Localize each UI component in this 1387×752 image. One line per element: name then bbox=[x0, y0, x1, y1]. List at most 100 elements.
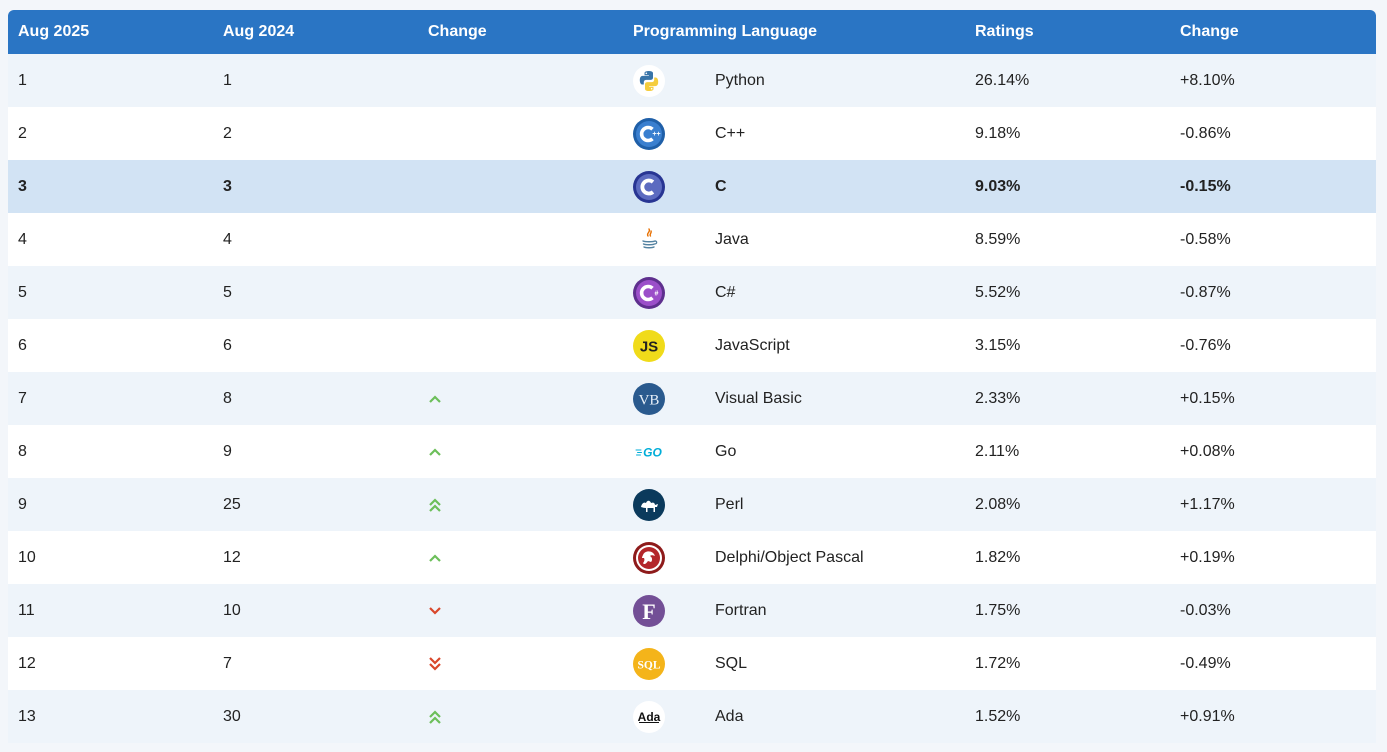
column-header-aug-2024[interactable]: Aug 2024 bbox=[213, 10, 418, 54]
rank-previous: 5 bbox=[213, 266, 418, 319]
c-logo-icon bbox=[633, 170, 665, 203]
trend-double-up-icon bbox=[428, 497, 623, 513]
rating-value: 3.15% bbox=[965, 319, 1170, 372]
rank-current: 5 bbox=[8, 266, 213, 319]
table-row[interactable]: 13 30 Ada Ada 1.52% +0.91% bbox=[8, 690, 1376, 743]
rating-change-value: +0.91% bbox=[1170, 690, 1376, 743]
language-name: Python bbox=[705, 54, 965, 107]
trend-up-icon bbox=[428, 553, 623, 563]
rank-current: 11 bbox=[8, 584, 213, 637]
rank-current: 3 bbox=[8, 160, 213, 213]
rank-previous: 6 bbox=[213, 319, 418, 372]
rating-value: 2.08% bbox=[965, 478, 1170, 531]
language-name: SQL bbox=[705, 637, 965, 690]
fortran-logo-icon: F bbox=[633, 594, 665, 627]
table-row[interactable]: 4 4 Java 8.59% -0.58% bbox=[8, 213, 1376, 266]
table-row[interactable]: 1 1 Python 26.14% +8.10% bbox=[8, 54, 1376, 107]
svg-text:SQL: SQL bbox=[637, 659, 660, 671]
table-row[interactable]: 3 3 C 9.03% -0.15% bbox=[8, 160, 1376, 213]
rank-previous: 3 bbox=[213, 160, 418, 213]
table-row[interactable]: 8 9 GO Go 2.11% +0.08% bbox=[8, 425, 1376, 478]
rank-change-cell bbox=[418, 319, 623, 372]
rank-current: 8 bbox=[8, 425, 213, 478]
table-row[interactable]: 2 2 ++ C++ 9.18% -0.86% bbox=[8, 107, 1376, 160]
rank-change-cell bbox=[418, 372, 623, 425]
cpp-logo-icon: ++ bbox=[633, 117, 665, 150]
rank-change-cell bbox=[418, 478, 623, 531]
rating-value: 2.11% bbox=[965, 425, 1170, 478]
language-logo-cell: Ada bbox=[623, 690, 705, 743]
rank-current: 7 bbox=[8, 372, 213, 425]
rating-value: 9.03% bbox=[965, 160, 1170, 213]
csharp-logo-icon: # bbox=[633, 276, 665, 309]
rating-change-value: -0.03% bbox=[1170, 584, 1376, 637]
table-row[interactable]: 11 10 F Fortran 1.75% -0.03% bbox=[8, 584, 1376, 637]
perl-logo-icon bbox=[633, 488, 665, 521]
rating-value: 1.75% bbox=[965, 584, 1170, 637]
rank-previous: 12 bbox=[213, 531, 418, 584]
rating-value: 2.33% bbox=[965, 372, 1170, 425]
language-name: C# bbox=[705, 266, 965, 319]
language-name: Fortran bbox=[705, 584, 965, 637]
language-logo-cell: GO bbox=[623, 425, 705, 478]
rank-current: 12 bbox=[8, 637, 213, 690]
column-header-programming-language[interactable]: Programming Language bbox=[623, 10, 965, 54]
rating-value: 1.72% bbox=[965, 637, 1170, 690]
rating-change-value: -0.86% bbox=[1170, 107, 1376, 160]
rank-change-cell bbox=[418, 213, 623, 266]
rating-value: 1.82% bbox=[965, 531, 1170, 584]
language-logo-cell bbox=[623, 213, 705, 266]
language-name: Go bbox=[705, 425, 965, 478]
svg-text:VB: VB bbox=[639, 392, 660, 408]
language-logo-cell bbox=[623, 54, 705, 107]
language-name: C bbox=[705, 160, 965, 213]
rank-change-cell bbox=[418, 584, 623, 637]
svg-text:GO: GO bbox=[643, 445, 662, 459]
java-logo-icon bbox=[633, 223, 665, 256]
svg-text:++: ++ bbox=[652, 131, 660, 138]
javascript-logo-icon: JS bbox=[633, 329, 665, 362]
rating-change-value: +0.19% bbox=[1170, 531, 1376, 584]
table-row[interactable]: 9 25 Perl 2.08% +1.17% bbox=[8, 478, 1376, 531]
trend-down-icon bbox=[428, 606, 623, 616]
column-header-change-trend[interactable]: Change bbox=[418, 10, 623, 54]
rating-change-value: -0.87% bbox=[1170, 266, 1376, 319]
visual-basic-logo-icon: VB bbox=[633, 382, 665, 415]
language-name: Perl bbox=[705, 478, 965, 531]
language-logo-cell: JS bbox=[623, 319, 705, 372]
column-header-aug-2025[interactable]: Aug 2025 bbox=[8, 10, 213, 54]
rating-change-value: +8.10% bbox=[1170, 54, 1376, 107]
rank-change-cell bbox=[418, 107, 623, 160]
rank-change-cell bbox=[418, 690, 623, 743]
table-row[interactable]: 7 8 VB Visual Basic 2.33% +0.15% bbox=[8, 372, 1376, 425]
rating-value: 1.52% bbox=[965, 690, 1170, 743]
rating-value: 5.52% bbox=[965, 266, 1170, 319]
column-header-ratings[interactable]: Ratings bbox=[965, 10, 1170, 54]
table-row[interactable]: 6 6 JS JavaScript 3.15% -0.76% bbox=[8, 319, 1376, 372]
language-name: Visual Basic bbox=[705, 372, 965, 425]
rank-current: 2 bbox=[8, 107, 213, 160]
rating-change-value: +0.15% bbox=[1170, 372, 1376, 425]
rank-current: 10 bbox=[8, 531, 213, 584]
table-row[interactable]: 12 7 SQL SQL 1.72% -0.49% bbox=[8, 637, 1376, 690]
rank-current: 6 bbox=[8, 319, 213, 372]
language-logo-cell: ++ bbox=[623, 107, 705, 160]
trend-up-icon bbox=[428, 394, 623, 404]
trend-up-icon bbox=[428, 447, 623, 457]
rank-current: 9 bbox=[8, 478, 213, 531]
language-logo-cell: VB bbox=[623, 372, 705, 425]
rank-previous: 7 bbox=[213, 637, 418, 690]
table-row[interactable]: 5 5 # C# 5.52% -0.87% bbox=[8, 266, 1376, 319]
column-header-ratings-change[interactable]: Change bbox=[1170, 10, 1376, 54]
table-row[interactable]: 10 12 Delphi/Object Pascal 1.82% +0.19% bbox=[8, 531, 1376, 584]
rank-previous: 30 bbox=[213, 690, 418, 743]
language-logo-cell: F bbox=[623, 584, 705, 637]
language-logo-cell bbox=[623, 478, 705, 531]
svg-text:#: # bbox=[655, 290, 659, 297]
rank-previous: 2 bbox=[213, 107, 418, 160]
tiobe-index-table: Aug 2025 Aug 2024 Change Programming Lan… bbox=[8, 10, 1376, 743]
language-logo-cell bbox=[623, 160, 705, 213]
rating-change-value: -0.15% bbox=[1170, 160, 1376, 213]
rank-previous: 9 bbox=[213, 425, 418, 478]
rank-previous: 8 bbox=[213, 372, 418, 425]
